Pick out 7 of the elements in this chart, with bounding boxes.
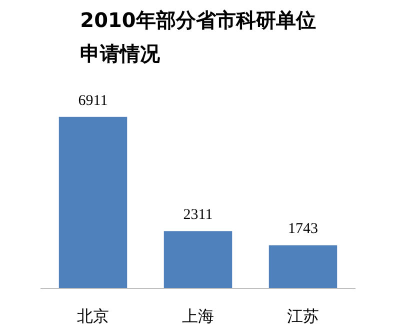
data-label: 2311	[183, 207, 213, 224]
x-tick-label: 江苏	[287, 308, 319, 326]
chart-title: 2010年部分省市科研单位申请情况	[80, 8, 316, 66]
data-label: 1743	[288, 221, 318, 238]
data-label: 6911	[78, 92, 108, 109]
x-tick-label: 北京	[77, 308, 109, 326]
x-tick-label: 上海	[182, 308, 214, 326]
